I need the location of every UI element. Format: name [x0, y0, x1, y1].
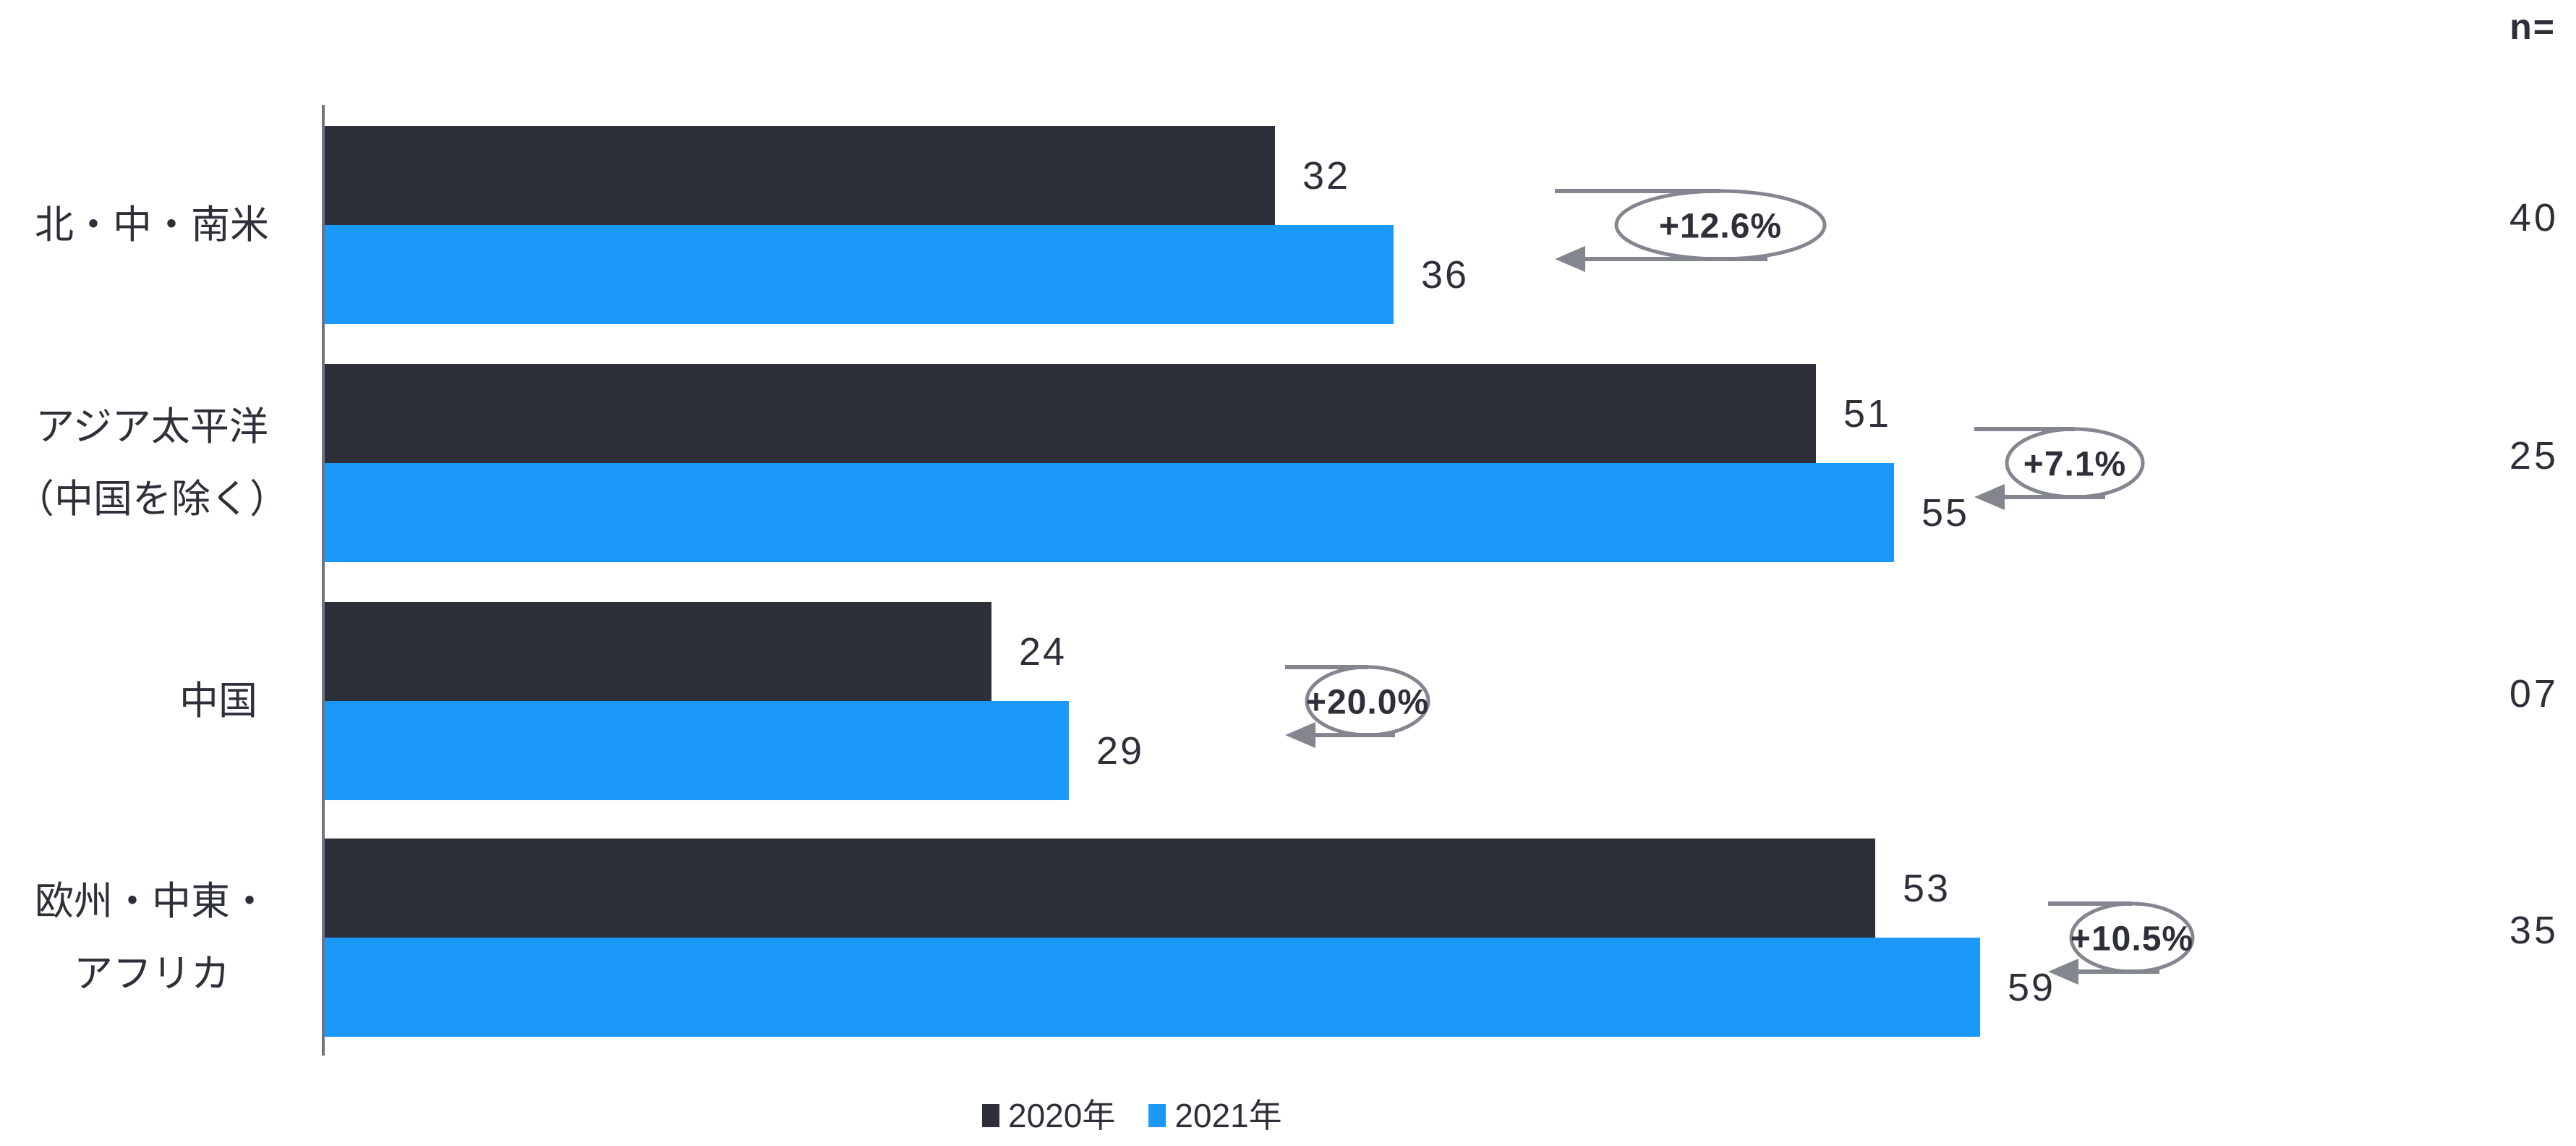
bar-2021年-北・中・南米 — [325, 225, 1394, 324]
bar-2021年-中国 — [325, 701, 1069, 800]
category-label: 欧州・中東・ アフリカ — [35, 880, 269, 996]
legend-label-2021: 2021年 — [1174, 1097, 1282, 1134]
growth-arrow-icon — [1974, 427, 2145, 510]
bar-2020年-中国 — [325, 602, 991, 701]
value-label-2021年: 36 — [1421, 253, 1470, 297]
growth-arrow-icon — [2048, 901, 2195, 985]
bar-2020年-欧州・中東・アフリカ — [325, 839, 1875, 938]
category-label: アジア太平洋 （中国を除く） — [15, 405, 289, 521]
growth-arrow-icon — [1285, 665, 1430, 748]
n-value: 07 — [2509, 672, 2559, 716]
category-axis-line — [322, 105, 325, 1056]
bar-2020年-アジア太平洋（中国を除く） — [325, 364, 1816, 463]
n-value: 35 — [2509, 909, 2559, 952]
legend-label-2020: 2020年 — [1008, 1097, 1116, 1134]
category-label: 中国 — [179, 679, 257, 723]
legend-item-2021: 2021年 — [1148, 1097, 1282, 1134]
value-label-2020年: 32 — [1302, 154, 1351, 198]
value-label-2020年: 24 — [1019, 630, 1067, 674]
legend-swatch-2021-icon — [1148, 1104, 1167, 1127]
legend: 2020年 2021年 — [982, 1097, 1282, 1134]
bar-2021年-アジア太平洋（中国を除く） — [325, 463, 1894, 562]
category-label: 北・中・南米 — [35, 203, 269, 247]
value-label-2021年: 55 — [1922, 491, 1970, 535]
growth-percentage-label: +12.6% — [1658, 207, 1783, 246]
value-label-2020年: 51 — [1843, 392, 1892, 436]
growth-percentage-label: +20.0% — [1305, 683, 1430, 722]
value-label-2020年: 53 — [1903, 867, 1951, 910]
n-value: 40 — [2509, 196, 2559, 239]
n-value: 25 — [2509, 434, 2559, 478]
growth-percentage-label: +10.5% — [2070, 920, 2194, 959]
bar-2020年-北・中・南米 — [325, 126, 1275, 225]
growth-arrow-icon — [1555, 189, 1827, 272]
growth-percentage-label: +7.1% — [2023, 445, 2127, 484]
value-label-2021年: 29 — [1096, 729, 1145, 773]
bar-2021年-欧州・中東・アフリカ — [325, 938, 1980, 1037]
legend-swatch-2020-icon — [982, 1104, 999, 1127]
value-label-2021年: 59 — [2008, 966, 2056, 1009]
n-column-header: n= — [2509, 7, 2556, 47]
legend-item-2020: 2020年 — [982, 1097, 1115, 1134]
